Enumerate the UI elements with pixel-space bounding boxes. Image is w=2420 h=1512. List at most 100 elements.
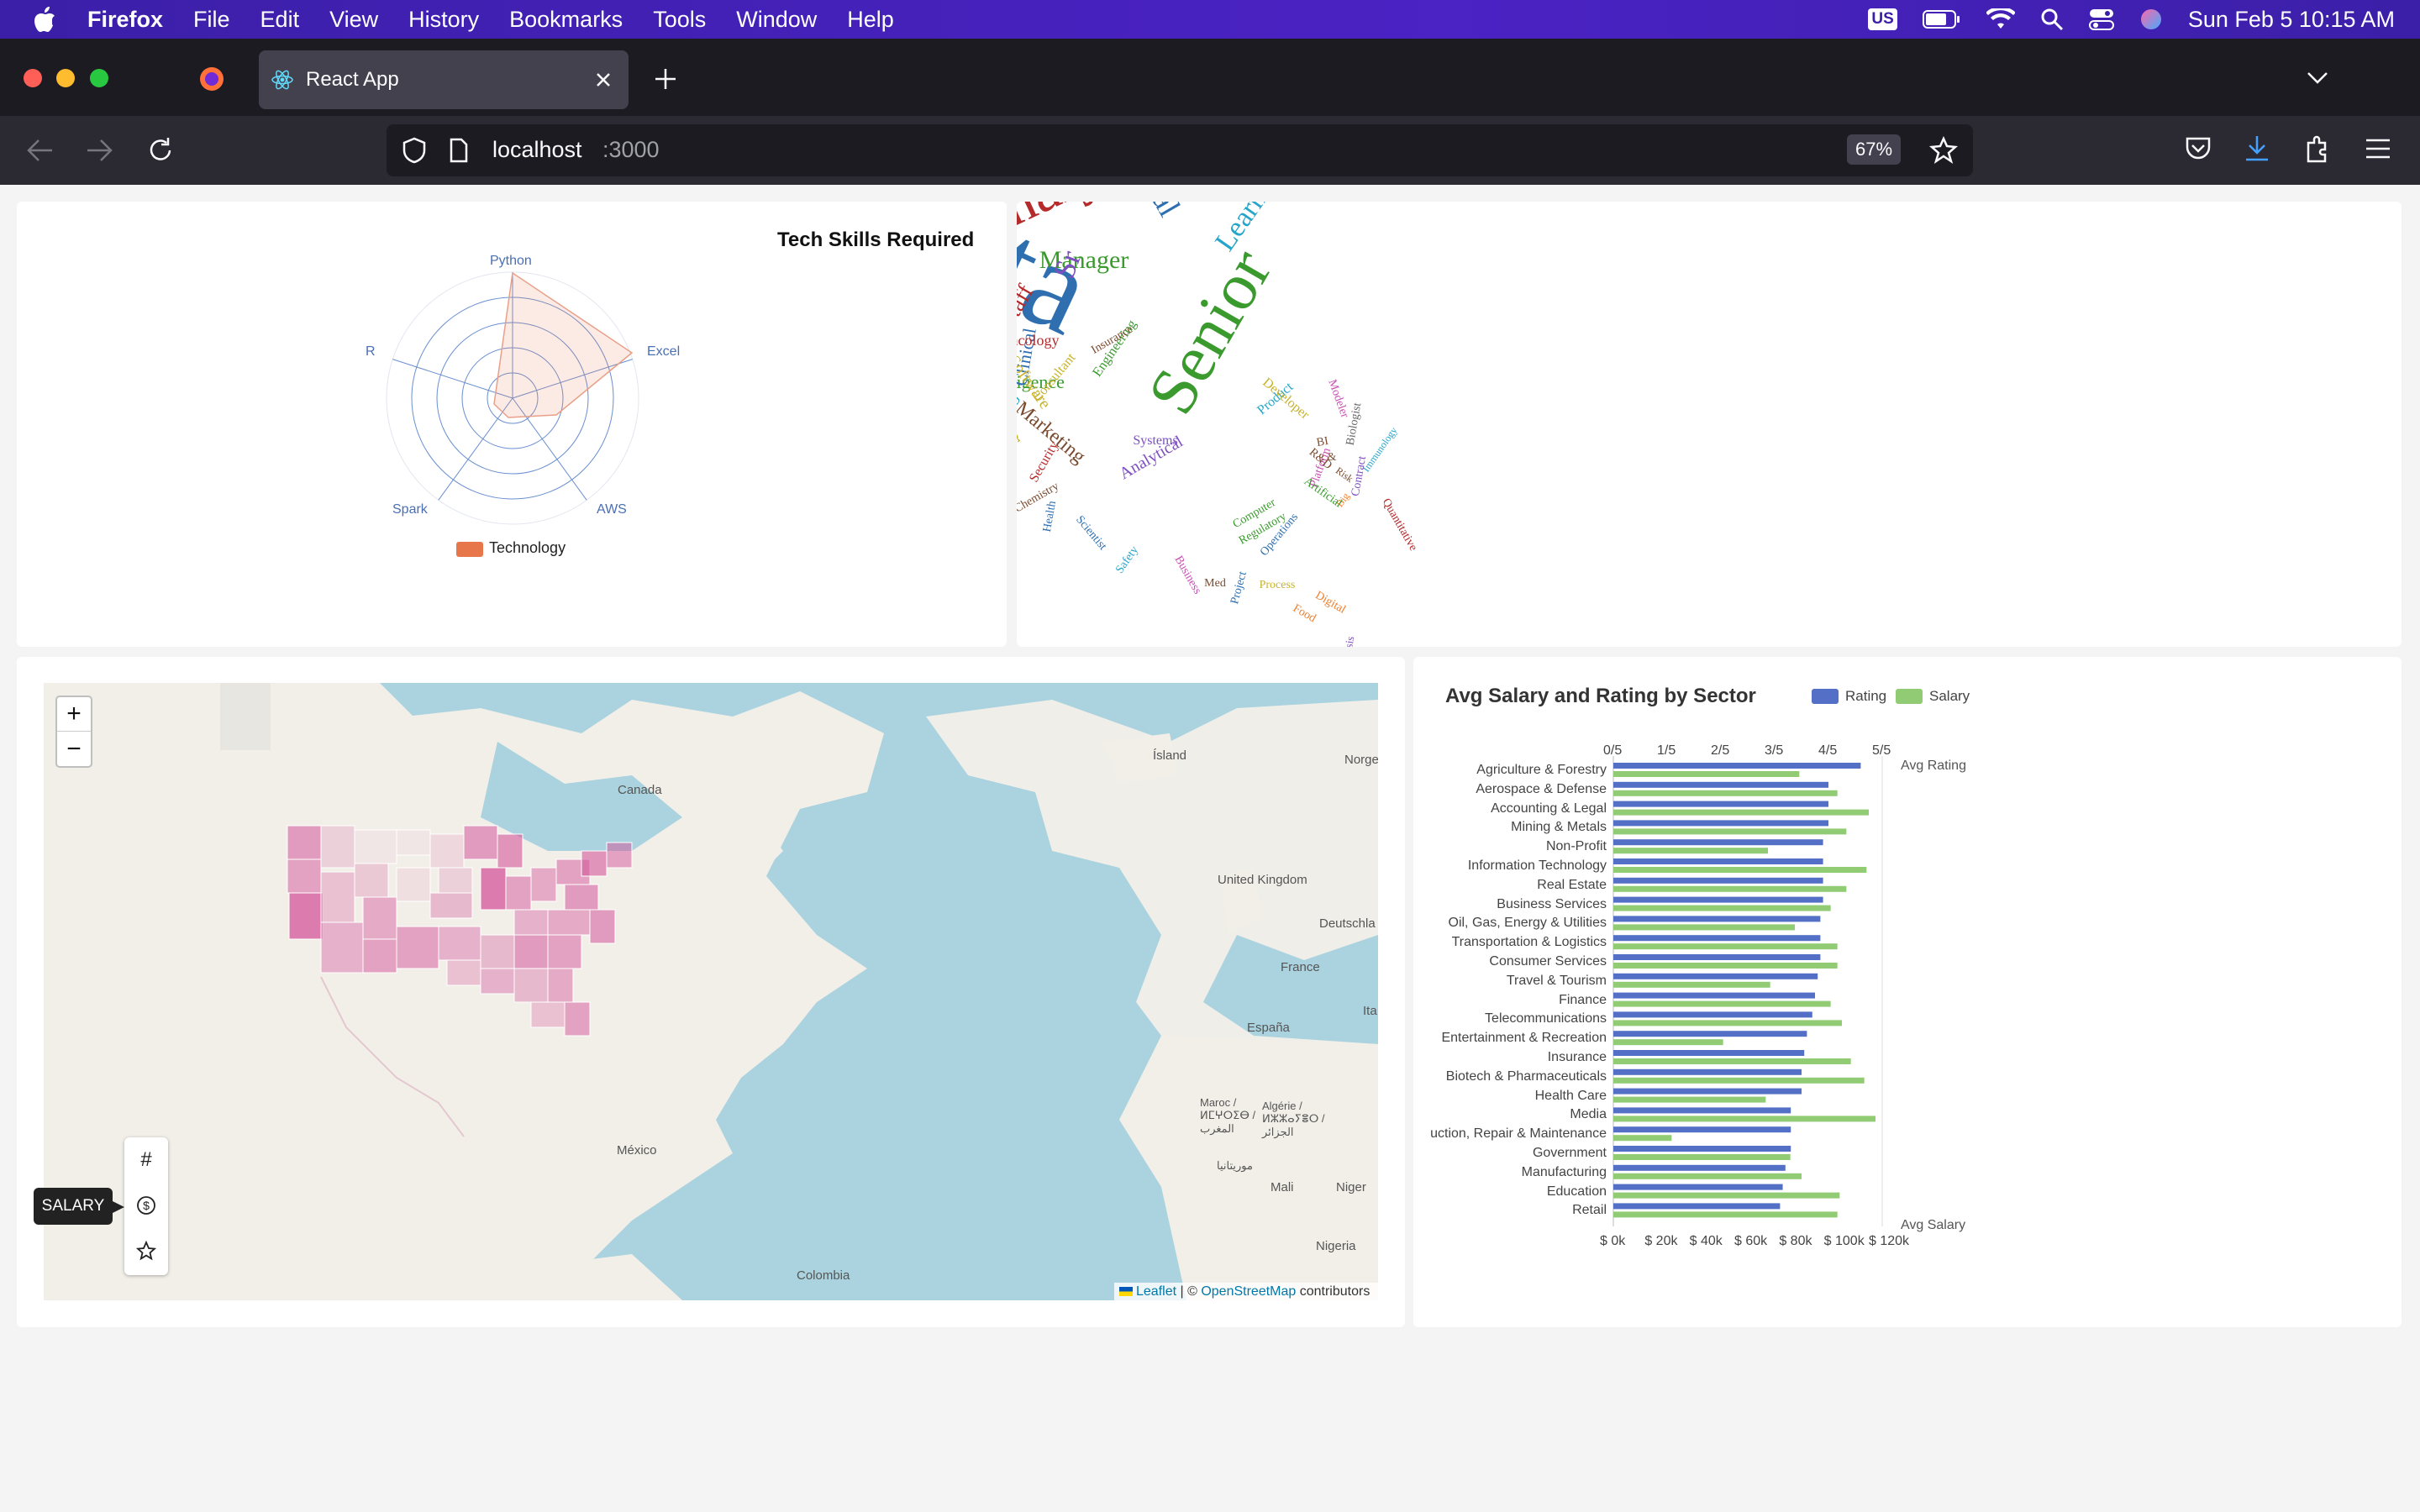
us-state-region[interactable] [396, 926, 439, 969]
control-center-icon[interactable] [2088, 8, 2114, 31]
menu-file[interactable]: File [193, 6, 230, 32]
wordcloud-word: Food [1291, 601, 1318, 626]
choropleth-map[interactable]: Canada México Colombia Ísland United Kin… [44, 683, 1378, 1300]
tracking-protection-shield-icon[interactable] [402, 137, 427, 164]
us-state-region[interactable] [438, 867, 473, 894]
us-state-region[interactable] [396, 867, 431, 902]
us-state-region[interactable] [497, 833, 523, 869]
us-state-region[interactable] [288, 892, 324, 940]
us-state-region[interactable] [589, 909, 616, 944]
menu-edit[interactable]: Edit [260, 6, 300, 32]
us-state-region[interactable] [362, 896, 397, 940]
sector-category-label: Health Care [1534, 1088, 1607, 1103]
us-state-region[interactable] [530, 867, 557, 902]
us-state-region[interactable] [463, 825, 498, 860]
url-bar[interactable]: localhost :3000 67% [387, 124, 1973, 176]
rating-tick-label: 0/5 [1603, 743, 1623, 758]
us-state-region[interactable] [513, 934, 549, 969]
battery-icon[interactable] [1922, 9, 1961, 29]
apple-logo-icon[interactable] [32, 5, 57, 34]
spotlight-search-icon[interactable] [2040, 8, 2064, 31]
zoom-out-button[interactable]: − [66, 734, 82, 763]
us-state-region[interactable] [287, 858, 322, 894]
rating-star-icon[interactable] [124, 1228, 168, 1273]
menu-bookmarks[interactable]: Bookmarks [509, 6, 623, 32]
legend-rating[interactable]: Rating [1812, 688, 1886, 705]
forward-arrow-icon[interactable] [86, 138, 114, 163]
sector-category-label: Agriculture & Forestry [1476, 763, 1607, 777]
us-state-region[interactable] [564, 884, 599, 911]
bookmark-star-icon[interactable] [1929, 136, 1958, 165]
map-label-mali: Mali [1270, 1180, 1294, 1194]
wifi-icon[interactable] [1986, 8, 2015, 30]
menu-window[interactable]: Window [736, 6, 818, 32]
input-source-badge[interactable]: US [1868, 8, 1897, 30]
extensions-puzzle-icon[interactable] [2304, 134, 2331, 163]
us-state-region[interactable] [480, 968, 515, 995]
radar-spoke [392, 359, 513, 399]
window-minimize-button[interactable] [56, 69, 75, 87]
page-info-icon[interactable] [449, 138, 469, 163]
menubar-clock[interactable]: Sun Feb 5 10:15 AM [2187, 6, 2395, 32]
window-close-button[interactable] [24, 69, 42, 87]
us-state-region[interactable] [480, 934, 515, 969]
menu-tools[interactable]: Tools [653, 6, 707, 32]
us-state-region[interactable] [362, 938, 397, 974]
menu-app-firefox[interactable]: Firefox [87, 6, 164, 32]
reload-icon[interactable] [146, 136, 175, 165]
react-logo-icon [271, 70, 293, 90]
us-state-region[interactable] [429, 833, 465, 869]
us-state-region[interactable] [547, 968, 574, 1003]
radar-legend-label[interactable]: Technology [489, 539, 566, 556]
tab-close-icon[interactable] [595, 71, 612, 88]
us-state-region[interactable] [513, 968, 549, 1003]
rating-tick-label: 5/5 [1872, 743, 1891, 758]
us-state-region[interactable] [287, 825, 322, 860]
firefox-view-icon[interactable] [198, 66, 225, 92]
us-state-region[interactable] [320, 871, 355, 923]
list-all-tabs-chevron-icon[interactable] [2306, 71, 2329, 86]
siri-icon[interactable] [2139, 8, 2163, 31]
window-zoom-button[interactable] [90, 69, 108, 87]
salary-tick-label: $ 0k [1600, 1234, 1626, 1248]
zoom-level-badge[interactable]: 67% [1847, 134, 1902, 165]
leaflet-link[interactable]: Leaflet [1136, 1284, 1177, 1299]
downloads-icon[interactable] [2244, 134, 2270, 163]
us-state-region[interactable] [505, 875, 532, 911]
us-state-region[interactable] [480, 867, 507, 911]
us-state-region[interactable] [606, 842, 633, 869]
us-state-region[interactable] [513, 909, 549, 936]
menu-history[interactable]: History [408, 6, 480, 32]
us-state-region[interactable] [354, 863, 389, 898]
hamburger-menu-icon[interactable] [2365, 138, 2391, 160]
us-state-region[interactable] [438, 926, 481, 961]
us-state-region[interactable] [320, 825, 355, 869]
salary-dollar-icon[interactable]: $ [124, 1183, 168, 1228]
count-hash-icon[interactable]: # [140, 1148, 152, 1171]
us-state-region[interactable] [547, 909, 591, 936]
tab-react-app[interactable]: React App [259, 50, 629, 109]
menu-help[interactable]: Help [847, 6, 894, 32]
us-state-region[interactable] [354, 829, 397, 864]
us-state-region[interactable] [446, 959, 481, 986]
back-arrow-icon[interactable] [25, 138, 54, 163]
new-tab-icon[interactable] [654, 67, 677, 91]
map-label-canada: Canada [618, 783, 662, 797]
wordcloud-word: Manager [1039, 246, 1129, 274]
us-state-region[interactable] [530, 1001, 566, 1028]
us-state-region[interactable] [547, 934, 582, 969]
zoom-in-button[interactable]: + [57, 697, 91, 732]
map-label-norway: Norge [1344, 753, 1378, 767]
openstreetmap-link[interactable]: OpenStreetMap [1201, 1284, 1297, 1299]
wordcloud-word: Digital [1313, 589, 1348, 617]
us-state-region[interactable] [581, 850, 608, 877]
map-label-france: France [1281, 960, 1320, 974]
us-state-region[interactable] [396, 829, 431, 856]
pocket-icon[interactable] [2185, 136, 2212, 161]
legend-salary[interactable]: Salary [1896, 688, 1970, 705]
us-state-region[interactable] [429, 892, 473, 919]
url-host: localhost [492, 137, 582, 162]
us-state-region[interactable] [320, 921, 364, 974]
us-state-region[interactable] [564, 1001, 591, 1037]
menu-view[interactable]: View [329, 6, 379, 32]
